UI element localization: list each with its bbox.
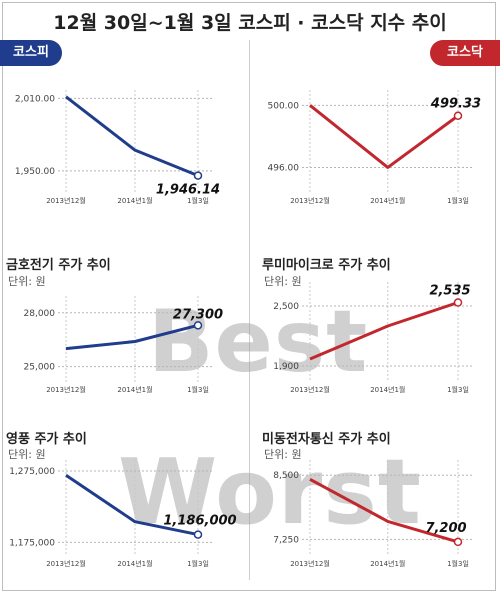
youngpoong-end-point (193, 530, 203, 539)
kumho-chart-title: 금호전기 주가 추이 (6, 258, 111, 273)
kosdaq-y-tick-label: 496.00 (268, 163, 300, 173)
kosdaq-y-tick-label: 500.00 (268, 101, 300, 111)
column-divider (249, 40, 250, 580)
kumho-x-tick-label: 2013년12월 (46, 385, 86, 394)
lumimicro-end-point (453, 298, 463, 307)
midong-x-tick-label: 1월3일 (447, 559, 469, 568)
kospi-x-tick-label: 2014년1월 (117, 196, 152, 205)
kospi-x-tick-label: 1월3일 (187, 196, 209, 205)
midong-end-label: 7,200 (425, 521, 466, 536)
kosdaq-end-label: 499.33 (430, 97, 481, 112)
kumho-chart-unit: 단위: 원 (8, 275, 46, 288)
lumimicro-x-tick-label: 2014년1월 (370, 385, 405, 394)
kospi-y-tick-label: 1,950.00 (15, 167, 55, 177)
kumho-x-tick-label: 2014년1월 (117, 385, 152, 394)
youngpoong-x-tick-label: 2013년12월 (46, 559, 86, 568)
kospi-end-point (193, 171, 203, 180)
lumimicro-chart-title: 루미마이크로 주가 추이 (262, 258, 391, 273)
kosdaq-x-tick-label: 2014년1월 (370, 196, 405, 205)
kosdaq-x-tick-label: 2013년12월 (290, 196, 330, 205)
kosdaq-tag: 코스닥 (430, 40, 500, 66)
midong-y-tick-label: 7,250 (273, 535, 299, 545)
youngpoong-chart-title: 영풍 주가 추이 (6, 432, 87, 447)
midong-chart-title: 미동전자통신 주가 추이 (262, 432, 391, 447)
page-title: 12월 30일~1월 3일 코스피 · 코스닥 지수 추이 (53, 12, 447, 34)
midong-x-tick-label: 2013년12월 (290, 559, 330, 568)
lumimicro-chart-unit: 단위: 원 (264, 275, 302, 288)
kospi-tag: 코스피 (0, 40, 62, 66)
midong-x-tick-label: 2014년1월 (370, 559, 405, 568)
youngpoong-series-line (65, 474, 199, 537)
watermark-best: Best (148, 292, 369, 392)
youngpoong-chart-unit: 단위: 원 (8, 448, 46, 461)
kumho-end-point (193, 321, 203, 330)
midong-series-line (309, 478, 459, 544)
lumimicro-y-tick-label: 2,500 (273, 302, 299, 312)
kumho-end-label: 27,300 (173, 307, 223, 322)
youngpoong-end-label: 1,186,000 (163, 514, 236, 529)
midong-y-tick-label: 8,500 (273, 471, 299, 481)
youngpoong-y-tick-label: 1,175,000 (9, 538, 55, 548)
kumho-series-line (65, 323, 199, 351)
kosdaq-series-line (309, 104, 459, 169)
lumimicro-end-label: 2,535 (429, 284, 470, 299)
kumho-x-tick-label: 1월3일 (187, 385, 209, 394)
kospi-y-tick-label: 2,010.00 (15, 94, 55, 104)
kospi-x-tick-label: 2013년12월 (46, 196, 86, 205)
kospi-end-label: 1,946.14 (156, 183, 220, 198)
kosdaq-end-point (453, 111, 463, 120)
midong-chart-unit: 단위: 원 (264, 448, 302, 461)
kospi-series-line (65, 95, 199, 177)
youngpoong-y-tick-label: 1,275,000 (9, 467, 55, 477)
kosdaq-x-tick-label: 1월3일 (447, 196, 469, 205)
lumimicro-x-tick-label: 2013년12월 (290, 385, 330, 394)
infographic-frame (2, 2, 496, 591)
youngpoong-x-tick-label: 1월3일 (187, 559, 209, 568)
lumimicro-series-line (309, 301, 459, 361)
midong-end-point (453, 537, 463, 547)
kumho-y-tick-label: 28,000 (24, 309, 56, 319)
lumimicro-y-tick-label: 1,900 (273, 362, 299, 372)
lumimicro-x-tick-label: 1월3일 (447, 385, 469, 394)
youngpoong-x-tick-label: 2014년1월 (117, 559, 152, 568)
kumho-y-tick-label: 25,000 (24, 363, 56, 373)
